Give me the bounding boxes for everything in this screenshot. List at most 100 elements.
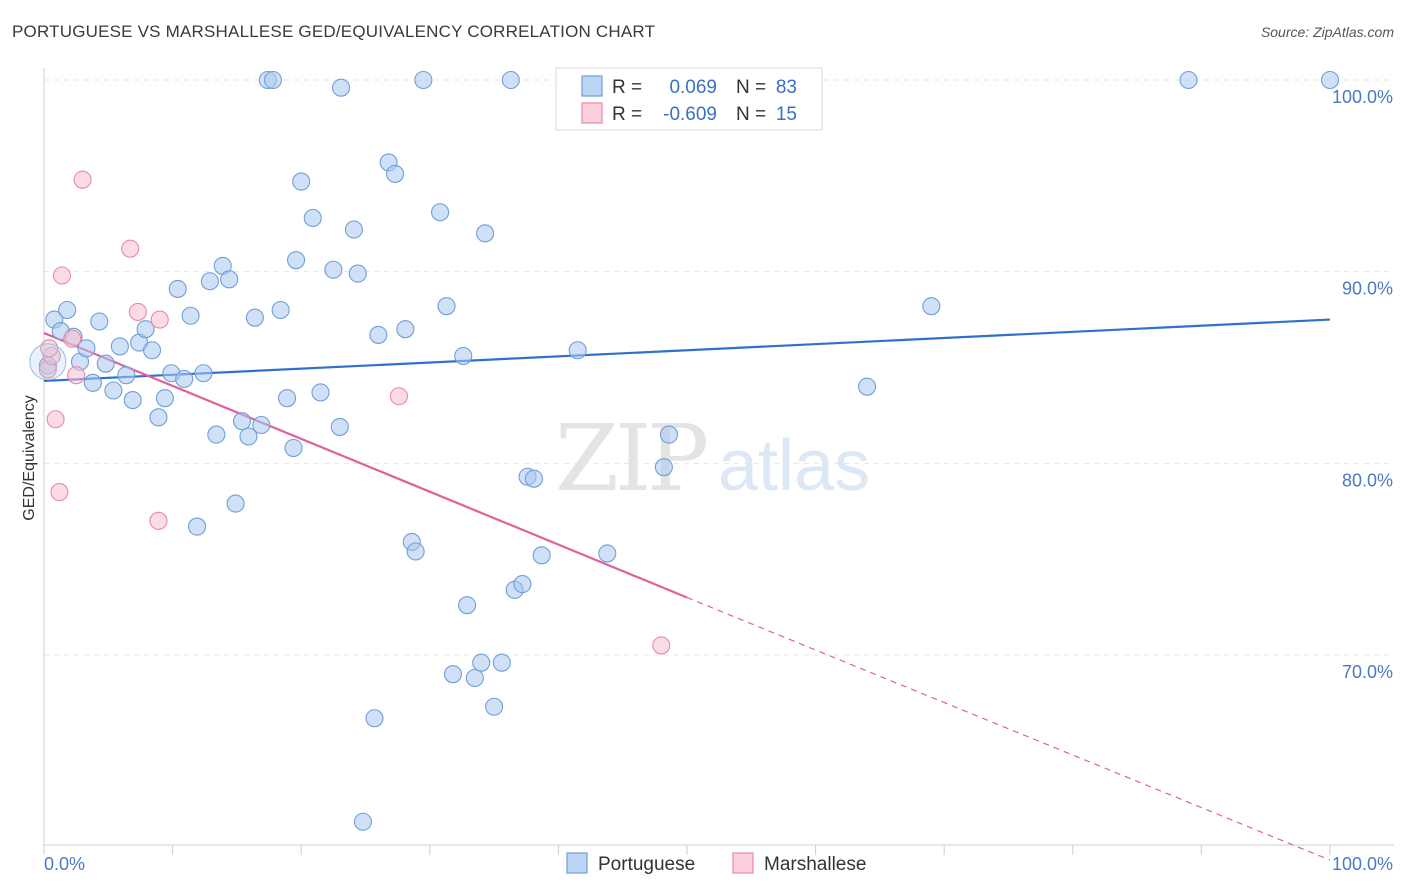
point-portuguese <box>324 260 343 279</box>
legend-r-label-portuguese: R = <box>612 77 642 98</box>
watermark-atlas: atlas <box>718 426 870 506</box>
watermark-zip: ZIP <box>555 405 706 512</box>
point-portuguese <box>524 469 544 488</box>
point-portuguese <box>83 373 102 392</box>
point-portuguese <box>485 697 504 716</box>
point-portuguese <box>465 668 484 688</box>
point-portuguese <box>287 251 306 270</box>
point-portuguese <box>220 270 239 289</box>
point-portuguese <box>278 389 297 408</box>
chart-title: PORTUGUESE VS MARSHALLESE GED/EQUIVALENC… <box>12 22 656 41</box>
point-portuguese <box>292 172 311 191</box>
bottom-legend-label-marshallese: Marshallese <box>764 854 866 875</box>
legend-n-label-marshallese: N = <box>736 104 766 125</box>
y-axis-label: GED/Equivalency <box>21 395 38 520</box>
y-tick-label: 70.0% <box>1342 662 1393 682</box>
legend-n-value-portuguese: 83 <box>776 77 797 98</box>
point-portuguese <box>659 425 679 444</box>
point-portuguese <box>207 425 226 444</box>
y-tick-label: 90.0% <box>1342 279 1393 299</box>
correlation-legend: R = 0.069 N = 83 R = -0.609 N = 15 <box>555 67 823 131</box>
point-portuguese <box>284 438 303 458</box>
point-portuguese <box>431 203 450 222</box>
point-portuguese <box>58 300 77 320</box>
y-tick-labels: 70.0% 80.0% 90.0% 100.0% <box>1332 87 1393 682</box>
point-portuguese <box>104 381 123 400</box>
legend-swatch-portuguese <box>581 75 603 97</box>
point-marshallese <box>46 410 65 429</box>
gridlines <box>44 79 1394 656</box>
point-portuguese <box>117 366 136 385</box>
point-portuguese <box>1320 70 1340 90</box>
point-marshallese <box>50 483 69 502</box>
point-portuguese <box>857 377 877 396</box>
x-tick-label-min: 0.0% <box>44 854 85 874</box>
point-portuguese <box>245 308 264 327</box>
point-marshallese <box>149 511 168 530</box>
point-portuguese <box>654 458 673 477</box>
point-portuguese <box>922 297 941 316</box>
point-portuguese <box>348 264 367 283</box>
trend-line-extension-marshallese <box>686 596 1331 861</box>
point-portuguese <box>386 164 405 183</box>
point-portuguese <box>271 300 290 320</box>
point-portuguese <box>90 312 109 331</box>
x-tick-label-max: 100.0% <box>1332 854 1393 874</box>
point-portuguese <box>396 320 415 339</box>
axes <box>43 68 1394 855</box>
trend-line-marshallese <box>43 331 688 599</box>
point-portuguese <box>414 70 433 90</box>
point-portuguese <box>200 272 219 291</box>
point-portuguese <box>476 224 495 243</box>
point-portuguese <box>492 653 511 672</box>
point-portuguese <box>353 812 372 831</box>
point-portuguese <box>110 337 129 356</box>
point-marshallese <box>52 266 72 285</box>
legend-r-value-portuguese: 0.069 <box>669 77 717 98</box>
point-portuguese <box>311 383 330 402</box>
point-portuguese <box>168 279 187 298</box>
point-portuguese <box>406 542 425 561</box>
point-portuguese <box>1179 70 1198 90</box>
point-portuguese <box>437 297 456 316</box>
point-portuguese <box>194 364 213 383</box>
point-portuguese <box>187 517 207 536</box>
y-tick-label: 80.0% <box>1342 470 1393 490</box>
point-marshallese <box>128 302 147 321</box>
point-portuguese <box>458 596 477 615</box>
point-portuguese <box>472 653 491 672</box>
trend-line-portuguese <box>43 318 1331 383</box>
point-portuguese <box>513 575 532 594</box>
point-marshallese <box>73 170 92 189</box>
point-marshallese <box>389 387 408 406</box>
point-portuguese <box>226 494 245 513</box>
point-portuguese <box>598 544 617 563</box>
point-marshallese <box>652 636 671 655</box>
point-portuguese <box>239 427 258 446</box>
source-label: Source: ZipAtlas.com <box>1260 24 1394 40</box>
series-legend: Portuguese Marshallese <box>566 852 866 875</box>
point-portuguese <box>344 220 363 239</box>
point-portuguese <box>369 325 388 344</box>
point-marshallese <box>67 366 86 385</box>
point-cluster-portuguese <box>29 343 67 381</box>
point-portuguese <box>263 70 282 90</box>
point-portuguese <box>136 320 155 339</box>
legend-n-value-marshallese: 15 <box>776 104 797 125</box>
legend-swatch-marshallese <box>581 102 603 124</box>
point-portuguese <box>142 341 162 360</box>
point-portuguese <box>123 391 142 410</box>
bottom-legend-swatch-marshallese <box>732 852 754 874</box>
bottom-legend-swatch-portuguese <box>566 852 588 874</box>
legend-n-label-portuguese: N = <box>736 77 766 98</box>
point-portuguese <box>181 306 200 325</box>
point-portuguese <box>365 709 384 728</box>
point-portuguese <box>175 369 194 389</box>
point-portuguese <box>96 354 115 373</box>
point-portuguese <box>501 70 520 90</box>
point-portuguese <box>454 346 473 366</box>
legend-r-value-marshallese: -0.609 <box>663 104 717 125</box>
y-tick-label: 100.0% <box>1332 87 1393 107</box>
point-portuguese <box>443 665 462 684</box>
